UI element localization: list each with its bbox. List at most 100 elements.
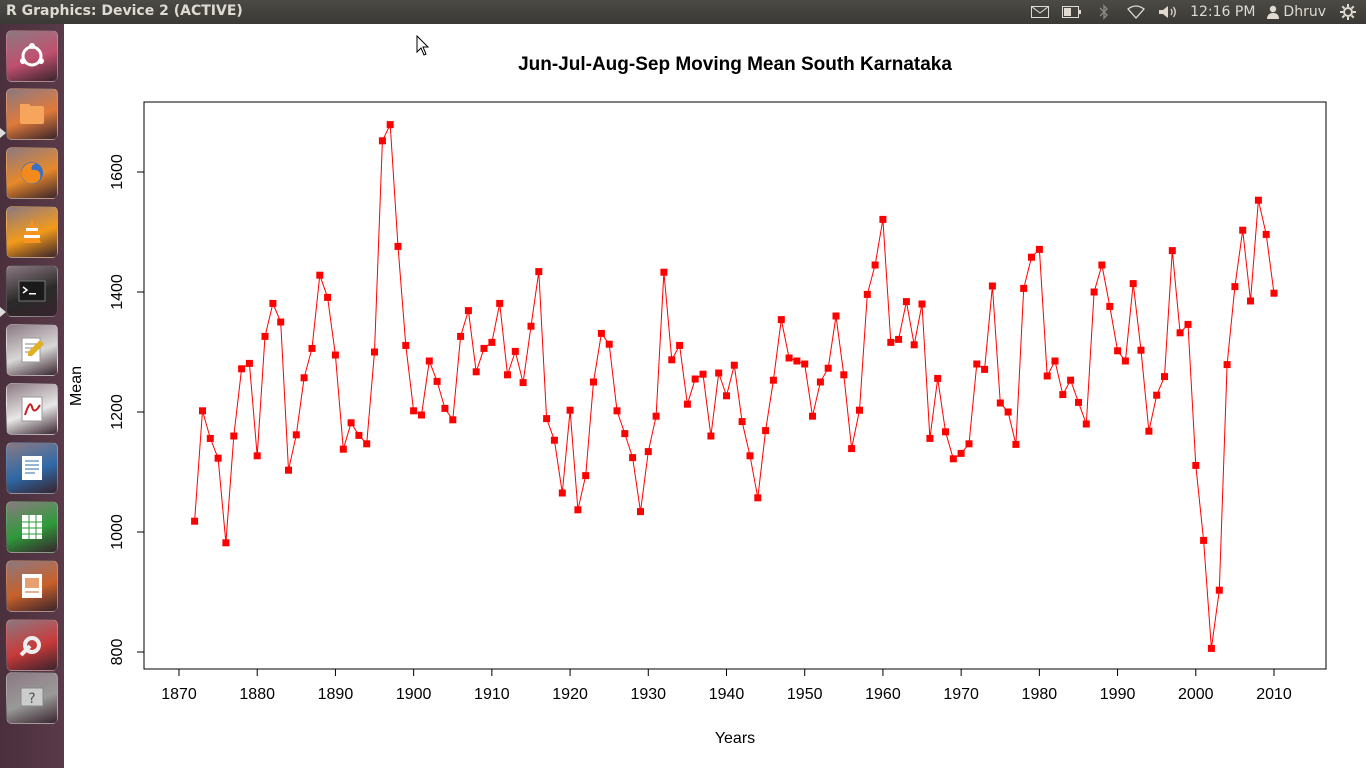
data-point-1981 bbox=[1043, 372, 1051, 380]
vlc-icon bbox=[7, 207, 57, 257]
data-point-1941 bbox=[730, 361, 738, 369]
launcher-vlc-button[interactable] bbox=[6, 206, 58, 258]
data-point-1945 bbox=[762, 427, 770, 435]
volume-icon[interactable] bbox=[1158, 2, 1178, 22]
data-point-1978 bbox=[1020, 284, 1028, 292]
launcher-ubuntu-dash-button[interactable] bbox=[6, 30, 58, 82]
data-point-1947 bbox=[777, 316, 785, 324]
data-point-1927 bbox=[621, 430, 629, 438]
data-point-2003 bbox=[1215, 586, 1223, 594]
launcher-document-viewer-button[interactable] bbox=[6, 383, 58, 435]
data-point-1918 bbox=[550, 436, 558, 444]
y-tick-label: 800 bbox=[109, 639, 126, 666]
launcher-impress-button[interactable] bbox=[6, 560, 58, 612]
data-point-1956 bbox=[848, 445, 856, 453]
x-tick-label: 1930 bbox=[630, 686, 666, 703]
data-point-1984 bbox=[1067, 376, 1075, 384]
launcher-firefox-button[interactable] bbox=[6, 147, 58, 199]
launcher-system-settings-button[interactable] bbox=[6, 619, 58, 671]
y-axis-label: Mean bbox=[68, 366, 85, 406]
data-point-1971 bbox=[965, 440, 973, 448]
data-point-1959 bbox=[871, 261, 879, 269]
mail-icon[interactable] bbox=[1030, 2, 1050, 22]
launcher: ? bbox=[0, 24, 65, 768]
data-point-1986 bbox=[1082, 420, 1090, 428]
data-point-1872 bbox=[191, 517, 199, 525]
data-point-2007 bbox=[1247, 297, 1254, 305]
data-point-1973 bbox=[981, 365, 989, 373]
chart-title: Jun-Jul-Aug-Sep Moving Mean South Karnat… bbox=[518, 54, 952, 75]
data-point-1960 bbox=[879, 215, 887, 223]
launcher-calc-button[interactable] bbox=[6, 501, 58, 553]
chart: Jun-Jul-Aug-Sep Moving Mean South Karnat… bbox=[68, 54, 1327, 747]
ubuntu-dash-icon bbox=[7, 31, 57, 81]
data-point-1888 bbox=[316, 271, 324, 279]
data-point-2008 bbox=[1254, 196, 1262, 204]
data-point-1884 bbox=[285, 466, 292, 474]
writer-icon bbox=[7, 443, 57, 493]
impress-icon bbox=[7, 561, 57, 611]
data-point-1940 bbox=[723, 392, 730, 400]
data-point-1968 bbox=[942, 428, 949, 436]
text-editor-icon bbox=[7, 325, 57, 375]
x-tick-label: 1990 bbox=[1100, 686, 1136, 703]
x-tick-label: 1900 bbox=[396, 686, 432, 703]
data-point-1974 bbox=[988, 282, 996, 290]
data-point-1920 bbox=[566, 406, 574, 414]
data-point-1997 bbox=[1168, 247, 1176, 255]
data-point-2009 bbox=[1262, 230, 1270, 238]
power-gear-icon[interactable] bbox=[1338, 2, 1358, 22]
data-point-1913 bbox=[511, 347, 519, 355]
launcher-terminal-button[interactable] bbox=[6, 265, 58, 317]
data-point-1943 bbox=[746, 452, 754, 460]
data-point-1896 bbox=[378, 137, 386, 145]
data-point-1879 bbox=[245, 359, 253, 367]
data-point-1891 bbox=[339, 445, 347, 453]
firefox-icon bbox=[7, 148, 57, 198]
user-menu[interactable]: Dhruv bbox=[1267, 4, 1326, 20]
bluetooth-icon[interactable] bbox=[1094, 2, 1114, 22]
clock[interactable]: 12:16 PM bbox=[1190, 4, 1256, 20]
wifi-icon[interactable] bbox=[1126, 2, 1146, 22]
x-tick-label: 2000 bbox=[1178, 686, 1214, 703]
data-point-1873 bbox=[199, 407, 206, 415]
launcher-text-editor-button[interactable] bbox=[6, 324, 58, 376]
data-point-1965 bbox=[918, 300, 926, 308]
system-tray: 12:16 PM Dhruv bbox=[1030, 0, 1358, 24]
data-point-1878 bbox=[238, 365, 246, 373]
data-point-1930 bbox=[644, 448, 652, 456]
data-point-1944 bbox=[754, 494, 762, 502]
data-point-1915 bbox=[527, 322, 535, 330]
battery-icon[interactable] bbox=[1062, 2, 1082, 22]
data-point-1976 bbox=[1004, 408, 1012, 416]
launcher-files-button[interactable] bbox=[6, 88, 58, 140]
data-point-1877 bbox=[230, 432, 238, 440]
x-tick-label: 1940 bbox=[709, 686, 745, 703]
data-point-1992 bbox=[1129, 280, 1137, 288]
r-graphics-window: Jun-Jul-Aug-Sep Moving Mean South Karnat… bbox=[64, 24, 1366, 768]
data-point-1922 bbox=[582, 472, 590, 480]
data-point-1925 bbox=[605, 340, 613, 348]
data-point-1998 bbox=[1176, 329, 1184, 337]
data-point-1979 bbox=[1028, 253, 1035, 261]
y-tick-label: 1400 bbox=[109, 274, 126, 310]
data-point-1948 bbox=[785, 354, 793, 362]
data-point-1874 bbox=[206, 434, 214, 442]
x-axis: 1870 1880 1890 1900 1910 1920 1930 1940 1950 1960… bbox=[161, 668, 1292, 703]
data-point-1876 bbox=[222, 539, 230, 547]
data-point-1969 bbox=[949, 455, 957, 463]
y-tick-label: 1000 bbox=[109, 514, 126, 550]
y-axis: 800 1000 1200 1400 1600 bbox=[109, 154, 145, 666]
data-point-1914 bbox=[519, 379, 527, 387]
data-point-1929 bbox=[637, 508, 644, 516]
data-point-1906 bbox=[457, 332, 465, 340]
data-point-1892 bbox=[347, 419, 355, 427]
document-viewer-icon bbox=[7, 384, 57, 434]
data-point-1880 bbox=[253, 452, 261, 460]
launcher-writer-button[interactable] bbox=[6, 442, 58, 494]
data-point-1917 bbox=[543, 415, 551, 423]
launcher-help-stack-button[interactable]: ? bbox=[6, 672, 58, 724]
data-point-1907 bbox=[464, 307, 472, 315]
data-point-1939 bbox=[715, 369, 723, 377]
x-tick-label: 1970 bbox=[943, 686, 979, 703]
